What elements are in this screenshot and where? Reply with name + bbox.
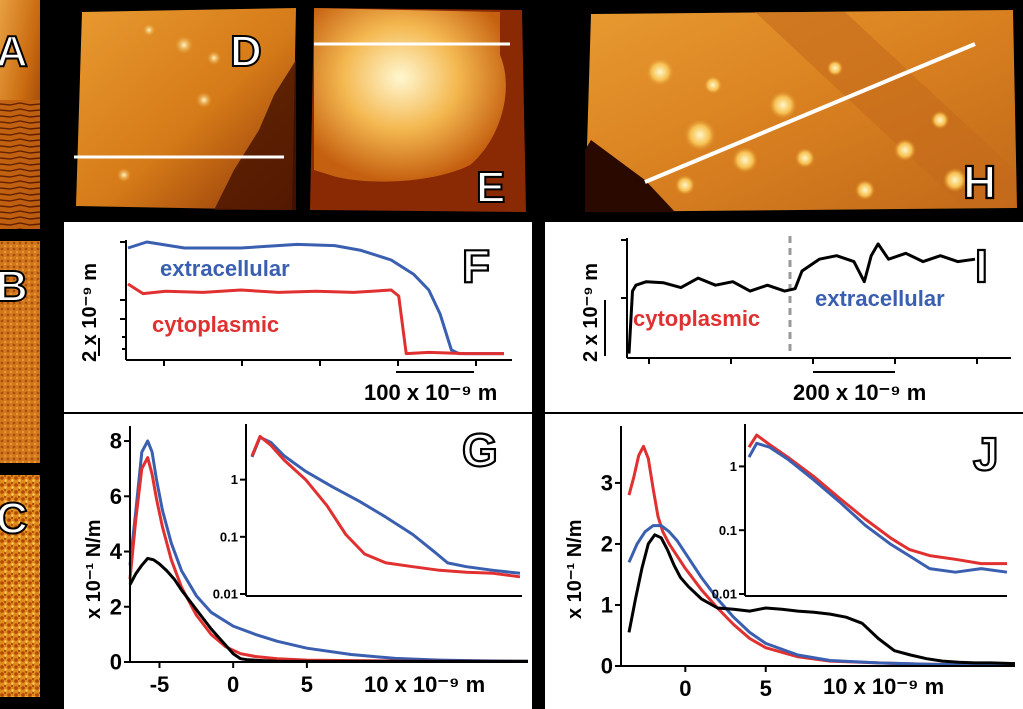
j-x-tick-label: 5 (760, 676, 772, 701)
g-inset-series-group (250, 434, 521, 579)
panel-label-a: A (0, 27, 28, 76)
i-series-group (627, 242, 976, 354)
f-legend-cytoplasmic: cytoplasmic (152, 312, 279, 337)
j-x-tick-label: 0 (679, 676, 691, 701)
g-inset-line-cytoplasmic (250, 434, 521, 579)
panel-e: E (300, 0, 532, 220)
g-x-tick-label: -5 (150, 672, 170, 697)
j-y-label: x 10⁻¹ N/m (564, 520, 586, 619)
g-inset-y-tick-label: 0.1 (220, 529, 238, 544)
g-y-ticks: 0 2 4 6 8 (110, 429, 130, 675)
panel-label-f: F (462, 240, 490, 292)
f-y-label: 2 x 10⁻⁹ m (79, 263, 101, 362)
panel-d: D (64, 0, 300, 220)
panel-b: B (0, 241, 40, 463)
f-series-group (127, 240, 504, 356)
panel-i: 2 x 10⁻⁹ m extracellular cytoplasmic 200… (545, 222, 1023, 412)
panel-a: A (0, 0, 40, 229)
j-inset-y-ticks: 1 0.1 0.01 (712, 459, 745, 602)
g-y-tick-label: 8 (110, 429, 122, 454)
j-main-line-extracellular (627, 524, 1015, 667)
profile-line-h (644, 42, 976, 184)
chart-f: 2 x 10⁻⁹ m extracellular cytoplasmic 100… (79, 239, 512, 405)
panel-h: H (545, 0, 1023, 220)
f-scalebar-label: 100 x 10⁻⁹ m (364, 380, 497, 405)
g-x-label: 10 x 10⁻⁹ m (364, 672, 485, 697)
panel-label-i: I (975, 240, 988, 292)
g-y-tick-label: 2 (110, 594, 122, 619)
j-y-tick-label: 1 (601, 593, 613, 618)
j-inset-y-tick-label: 1 (730, 459, 737, 474)
j-inset-y-tick-label: 0.01 (712, 587, 737, 602)
i-legend-extracellular: extracellular (815, 286, 945, 311)
i-y-label: 2 x 10⁻⁹ m (580, 263, 602, 362)
panel-label-h: H (963, 156, 996, 208)
afm-image-c: C (0, 475, 40, 697)
chart-g: 0 2 4 6 8 -5 0 5 x 10⁻¹ N/m 10 x 10⁻⁹ m 1 0.1 0.… (83, 423, 529, 697)
panel-label-c: C (0, 494, 28, 543)
g-inset-y-ticks: 1 0.1 0.01 (213, 472, 246, 602)
g-x-ticks: -5 0 5 (150, 662, 313, 697)
chart-i: 2 x 10⁻⁹ m extracellular cytoplasmic 200… (580, 236, 1011, 405)
afm-image-b: B (0, 241, 40, 463)
afm-image-h: H (585, 10, 1017, 212)
j-inset-background (721, 424, 1011, 596)
panel-g: 0 2 4 6 8 -5 0 5 x 10⁻¹ N/m 10 x 10⁻⁹ m 1 0.1 0.… (64, 414, 532, 709)
g-y-tick-label: 4 (110, 539, 123, 564)
j-inset-y-tick-label: 0.1 (719, 523, 737, 538)
j-y-tick-label: 0 (601, 654, 613, 679)
i-legend-cytoplasmic: cytoplasmic (633, 306, 760, 331)
g-x-tick-label: 5 (301, 672, 313, 697)
panel-label-d: D (230, 27, 262, 76)
g-x-tick-label: 0 (227, 672, 239, 697)
afm-image-a: A (0, 0, 40, 229)
f-legend-extracellular: extracellular (160, 256, 290, 281)
g-inset-y-tick-label: 0.01 (213, 587, 238, 602)
panel-label-j: J (973, 428, 999, 480)
g-y-tick-label: 0 (110, 650, 122, 675)
j-main-line-black (627, 533, 1016, 666)
panel-label-g: G (462, 424, 498, 476)
g-inset-line-extracellular (250, 435, 521, 575)
j-y-tick-label: 2 (601, 532, 613, 557)
panel-f: 2 x 10⁻⁹ m extracellular cytoplasmic 100… (64, 222, 532, 412)
j-y-ticks: 0 1 2 3 (601, 471, 621, 679)
j-inset-line-extracellular (747, 441, 1008, 574)
panel-label-e: E (476, 163, 505, 212)
afm-image-e: E (310, 8, 526, 213)
g-inset-y-tick-label: 1 (231, 472, 238, 487)
afm-image-d: D (74, 8, 296, 210)
panel-label-b: B (0, 262, 28, 311)
j-main-series-group (627, 444, 1016, 667)
j-x-label: 10 x 10⁻⁹ m (823, 674, 944, 699)
j-inset-line-cytoplasmic (747, 433, 1007, 566)
j-y-tick-label: 3 (601, 471, 613, 496)
j-inset-series-group (747, 433, 1008, 574)
f-profile-line-cytoplasmic (127, 282, 504, 356)
g-y-label: x 10⁻¹ N/m (83, 520, 105, 619)
g-main-line-extracellular (128, 439, 529, 663)
panel-c: C (0, 475, 40, 697)
i-profile-line-black (627, 242, 976, 354)
i-scalebar-label: 200 x 10⁻⁹ m (793, 380, 926, 405)
g-y-tick-label: 6 (110, 484, 122, 509)
